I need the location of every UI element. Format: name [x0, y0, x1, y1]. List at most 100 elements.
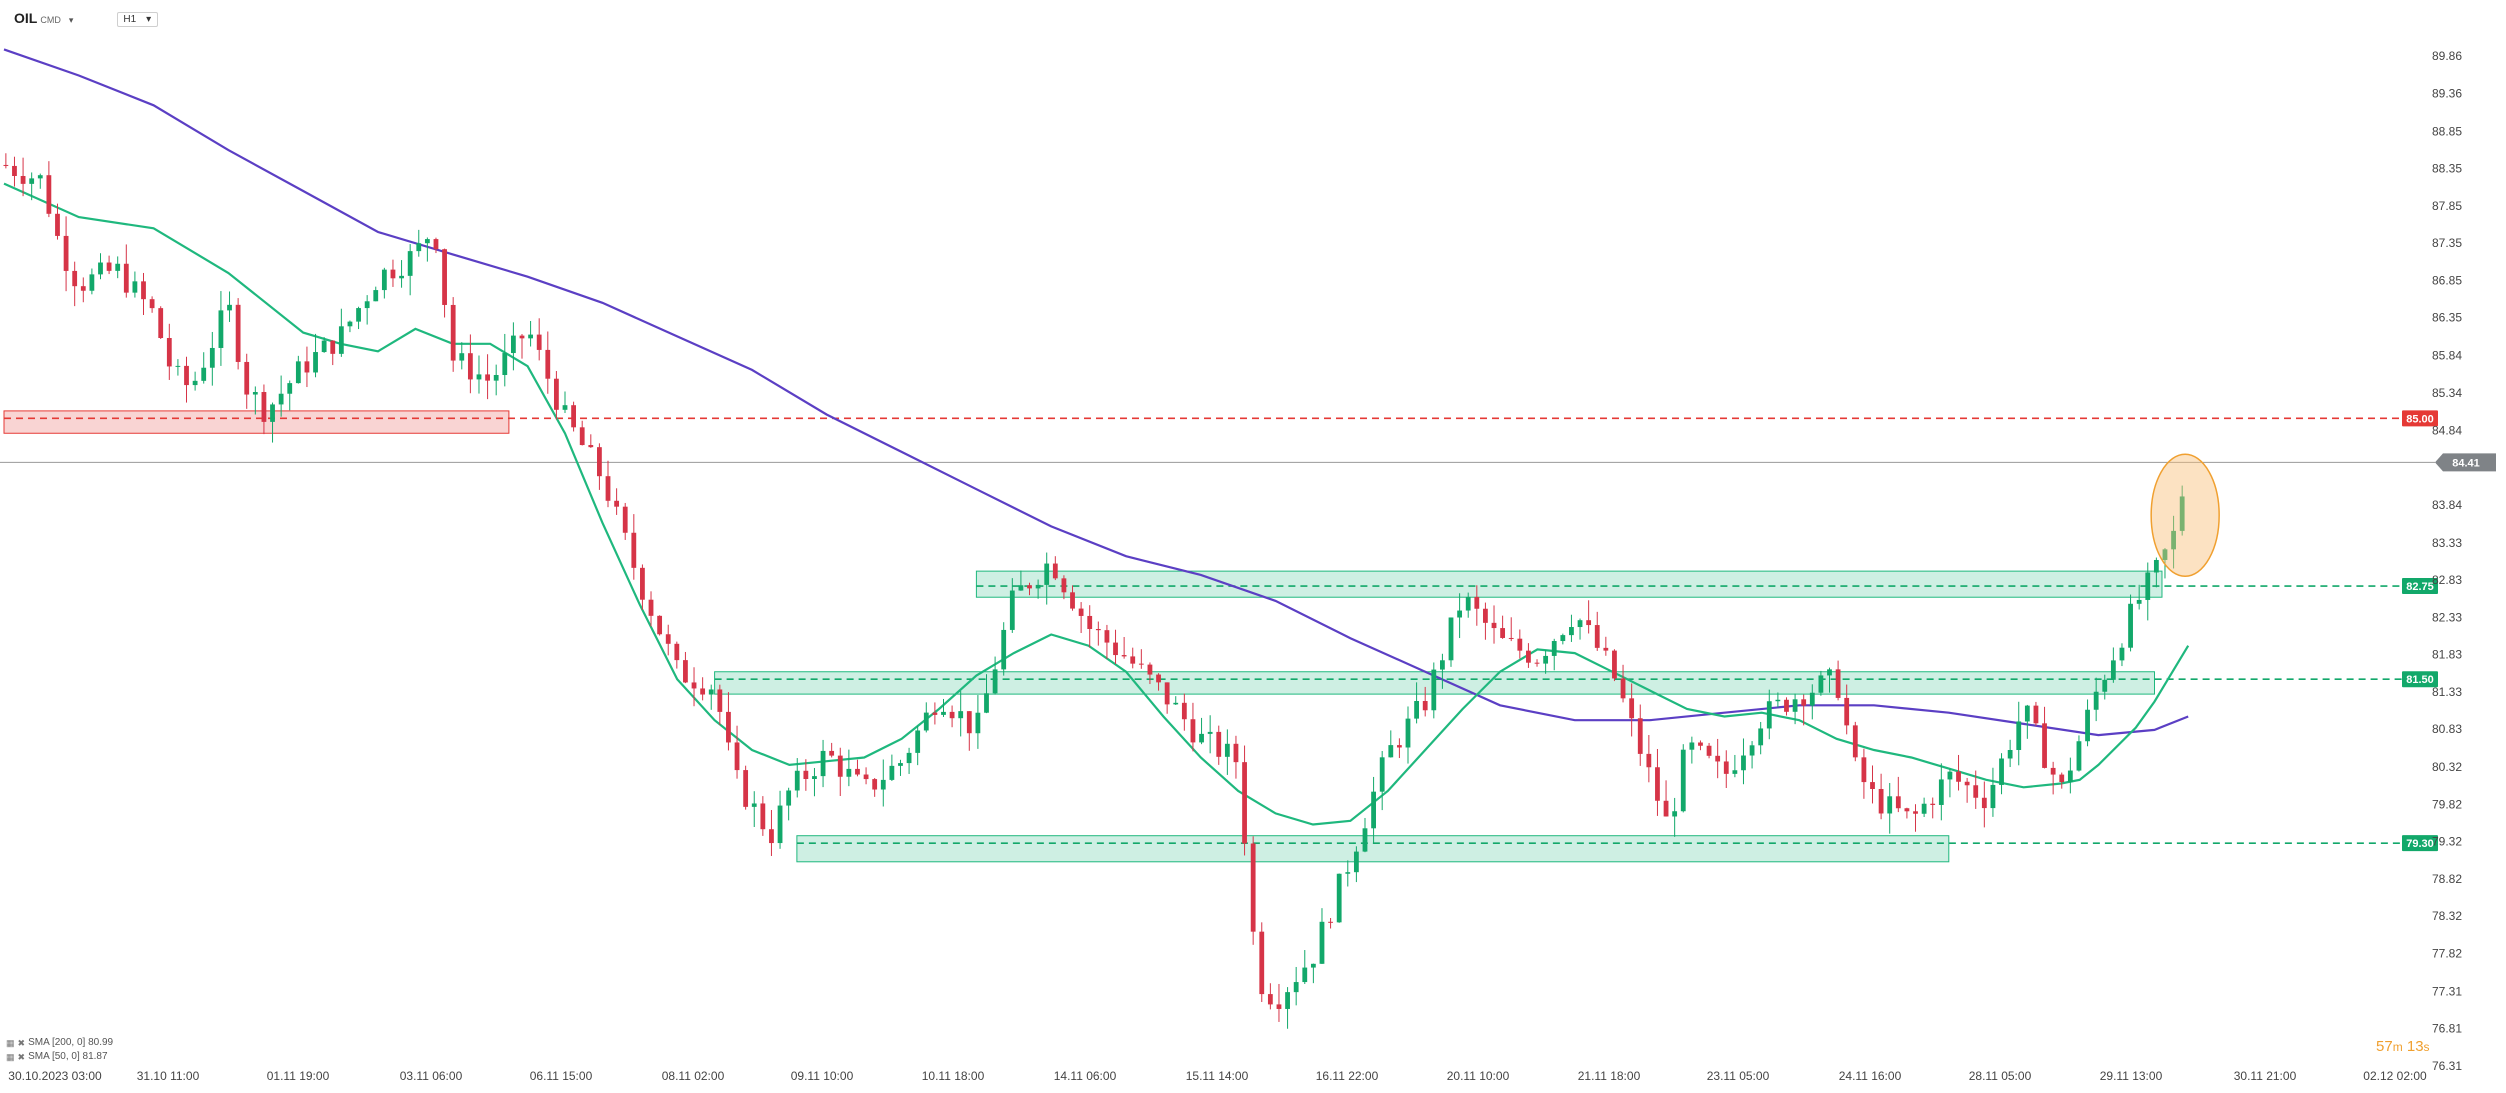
candle-body-170: [1465, 596, 1471, 611]
y-tick-label-3: 88.35: [2432, 162, 2462, 176]
candle-body-12: [106, 262, 112, 271]
candle-body-64: [553, 378, 559, 410]
candle-body-235: [2024, 705, 2030, 722]
candle-body-122: [1052, 563, 1058, 579]
candle-body-57: [493, 375, 499, 381]
y-tick-label-4: 87.85: [2432, 199, 2462, 213]
y-tick-label-21: 78.82: [2432, 872, 2462, 886]
candle-body-73: [631, 532, 637, 568]
candle-body-83: [717, 689, 723, 712]
candle-body-241: [2076, 741, 2082, 771]
y-tick-label-10: 84.84: [2432, 423, 2462, 437]
y-tick-label-26: 76.31: [2432, 1059, 2462, 1073]
candle-body-207: [1784, 699, 1789, 712]
candle-body-92: [794, 770, 800, 791]
legend-sma200[interactable]: ▦ ✖ SMA [200, 0] 80.99: [6, 1036, 113, 1050]
candle-body-45: [390, 269, 396, 279]
candle-body-61: [528, 334, 533, 339]
candle-body-108: [932, 712, 938, 715]
chevron-down-icon: ▾: [146, 13, 152, 25]
y-tick-label-15: 81.83: [2432, 648, 2462, 662]
candle-body-30: [261, 392, 267, 422]
candle-body-88: [760, 803, 766, 830]
candle-body-16: [141, 281, 146, 300]
candle-body-20: [175, 365, 181, 367]
candle-body-238: [2050, 767, 2056, 775]
x-tick-label-7: 10.11 18:00: [922, 1069, 985, 1083]
candle-body-106: [915, 730, 921, 753]
candle-body-251: [2162, 549, 2168, 560]
candle-body-186: [1603, 647, 1609, 651]
timeframe-dropdown[interactable]: H1 ▾: [117, 11, 159, 27]
level-lines-layer: 85.00 82.75 81.50 79.30: [0, 410, 2438, 852]
y-tick-label-1: 89.36: [2432, 86, 2462, 100]
y-axis: 89.86 89.36 88.85 88.35 87.85 87.35 86.85 86.35…: [2432, 49, 2496, 1073]
candle-body-253: [2179, 496, 2185, 531]
candle-body-211: [1818, 675, 1824, 693]
candle-body-26: [227, 304, 232, 311]
candle-body-18: [158, 308, 164, 339]
candle-body-120: [1035, 584, 1041, 589]
candle-body-143: [1233, 743, 1239, 763]
candle-body-154: [1328, 921, 1333, 923]
candle-body-10: [89, 274, 95, 291]
chevron-down-icon[interactable]: ▾: [68, 15, 74, 25]
settings-icon[interactable]: ▦: [6, 1038, 15, 1048]
candle-body-227: [1956, 771, 1961, 782]
candle-body-89: [769, 829, 774, 844]
candle-body-167: [1440, 660, 1445, 670]
candle-body-217: [1870, 782, 1875, 789]
candle-body-134: [1156, 674, 1161, 683]
candle-body-196: [1689, 742, 1695, 750]
candle-body-148: [1276, 1004, 1282, 1009]
candle-body-221: [1904, 808, 1910, 812]
candle-body-4: [37, 175, 43, 179]
candle-body-60: [519, 335, 525, 339]
y-tick-label-24: 77.31: [2432, 984, 2462, 998]
current-price-badge: [2435, 453, 2496, 472]
candle-body-237: [2042, 723, 2047, 768]
settings-icon[interactable]: ▦: [6, 1052, 15, 1062]
candle-body-138: [1190, 719, 1196, 743]
symbol-selector[interactable]: OIL CMD ▾: [14, 10, 73, 28]
candle-body-155: [1336, 873, 1342, 923]
candle-body-31: [270, 404, 275, 422]
close-icon[interactable]: ✖: [17, 1038, 26, 1048]
candle-body-164: [1414, 700, 1419, 719]
level-badge-3: [2402, 835, 2438, 852]
candle-body-163: [1405, 718, 1411, 748]
close-icon[interactable]: ✖: [17, 1052, 26, 1062]
candle-body-36: [313, 352, 318, 373]
legend-sma50[interactable]: ▦ ✖ SMA [50, 0] 81.87: [6, 1050, 113, 1064]
candle-body-123: [1061, 578, 1067, 593]
level-badge-1: [2402, 578, 2438, 595]
timer-sec-unit: s: [2423, 1040, 2430, 1054]
candle-body-113: [975, 712, 981, 734]
candle-body-129: [1113, 642, 1118, 656]
candle-body-142: [1224, 743, 1230, 757]
candle-body-205: [1766, 701, 1772, 729]
sma-line-1: [3, 182, 2190, 826]
x-tick-label-12: 21.11 18:00: [1578, 1069, 1641, 1083]
candle-body-27: [235, 304, 241, 362]
candle-body-194: [1672, 811, 1678, 817]
x-tick-label-16: 29.11 13:00: [2100, 1069, 2163, 1083]
candle-body-151: [1302, 967, 1308, 983]
candle-body-213: [1835, 669, 1841, 698]
candle-body-214: [1844, 697, 1850, 726]
candle-body-150: [1293, 982, 1299, 993]
x-tick-label-18: 02.12 02:00: [2363, 1069, 2427, 1083]
candle-body-119: [1027, 585, 1032, 589]
candle-body-2: [20, 175, 26, 184]
candle-body-158: [1362, 828, 1368, 852]
candle-body-209: [1801, 699, 1807, 706]
candle-body-247: [2128, 603, 2133, 648]
candle-body-53: [459, 353, 465, 361]
candle-body-111: [958, 711, 964, 719]
candle-body-249: [2145, 572, 2151, 600]
candle-body-176: [1517, 638, 1523, 651]
y-tick-label-25: 76.81: [2432, 1022, 2462, 1036]
y-tick-label-22: 78.32: [2432, 909, 2462, 923]
x-tick-label-13: 23.11 05:00: [1707, 1069, 1770, 1083]
